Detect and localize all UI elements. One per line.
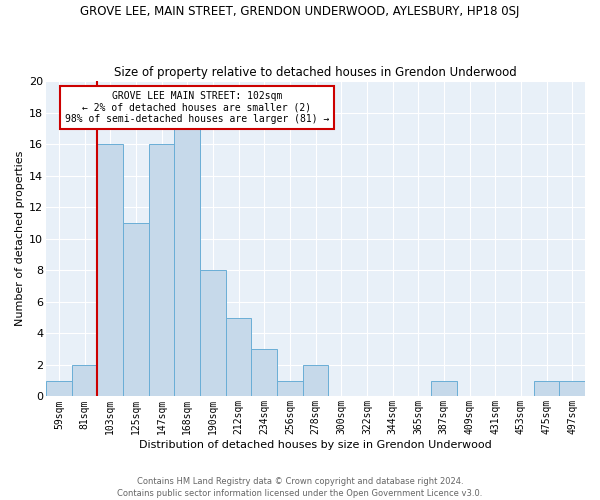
Text: Contains HM Land Registry data © Crown copyright and database right 2024.
Contai: Contains HM Land Registry data © Crown c… bbox=[118, 476, 482, 498]
Bar bbox=[303, 365, 328, 396]
Title: Size of property relative to detached houses in Grendon Underwood: Size of property relative to detached ho… bbox=[114, 66, 517, 78]
Bar bbox=[72, 365, 97, 396]
Text: GROVE LEE MAIN STREET: 102sqm
← 2% of detached houses are smaller (2)
98% of sem: GROVE LEE MAIN STREET: 102sqm ← 2% of de… bbox=[65, 90, 329, 124]
Bar bbox=[533, 380, 559, 396]
Bar bbox=[200, 270, 226, 396]
Bar bbox=[251, 349, 277, 397]
Bar bbox=[123, 223, 149, 396]
Bar bbox=[175, 128, 200, 396]
Bar bbox=[559, 380, 585, 396]
Bar bbox=[226, 318, 251, 396]
Bar bbox=[431, 380, 457, 396]
Bar bbox=[277, 380, 303, 396]
X-axis label: Distribution of detached houses by size in Grendon Underwood: Distribution of detached houses by size … bbox=[139, 440, 492, 450]
Text: GROVE LEE, MAIN STREET, GRENDON UNDERWOOD, AYLESBURY, HP18 0SJ: GROVE LEE, MAIN STREET, GRENDON UNDERWOO… bbox=[80, 5, 520, 18]
Bar bbox=[97, 144, 123, 397]
Y-axis label: Number of detached properties: Number of detached properties bbox=[15, 151, 25, 326]
Bar bbox=[149, 144, 175, 397]
Bar bbox=[46, 380, 72, 396]
